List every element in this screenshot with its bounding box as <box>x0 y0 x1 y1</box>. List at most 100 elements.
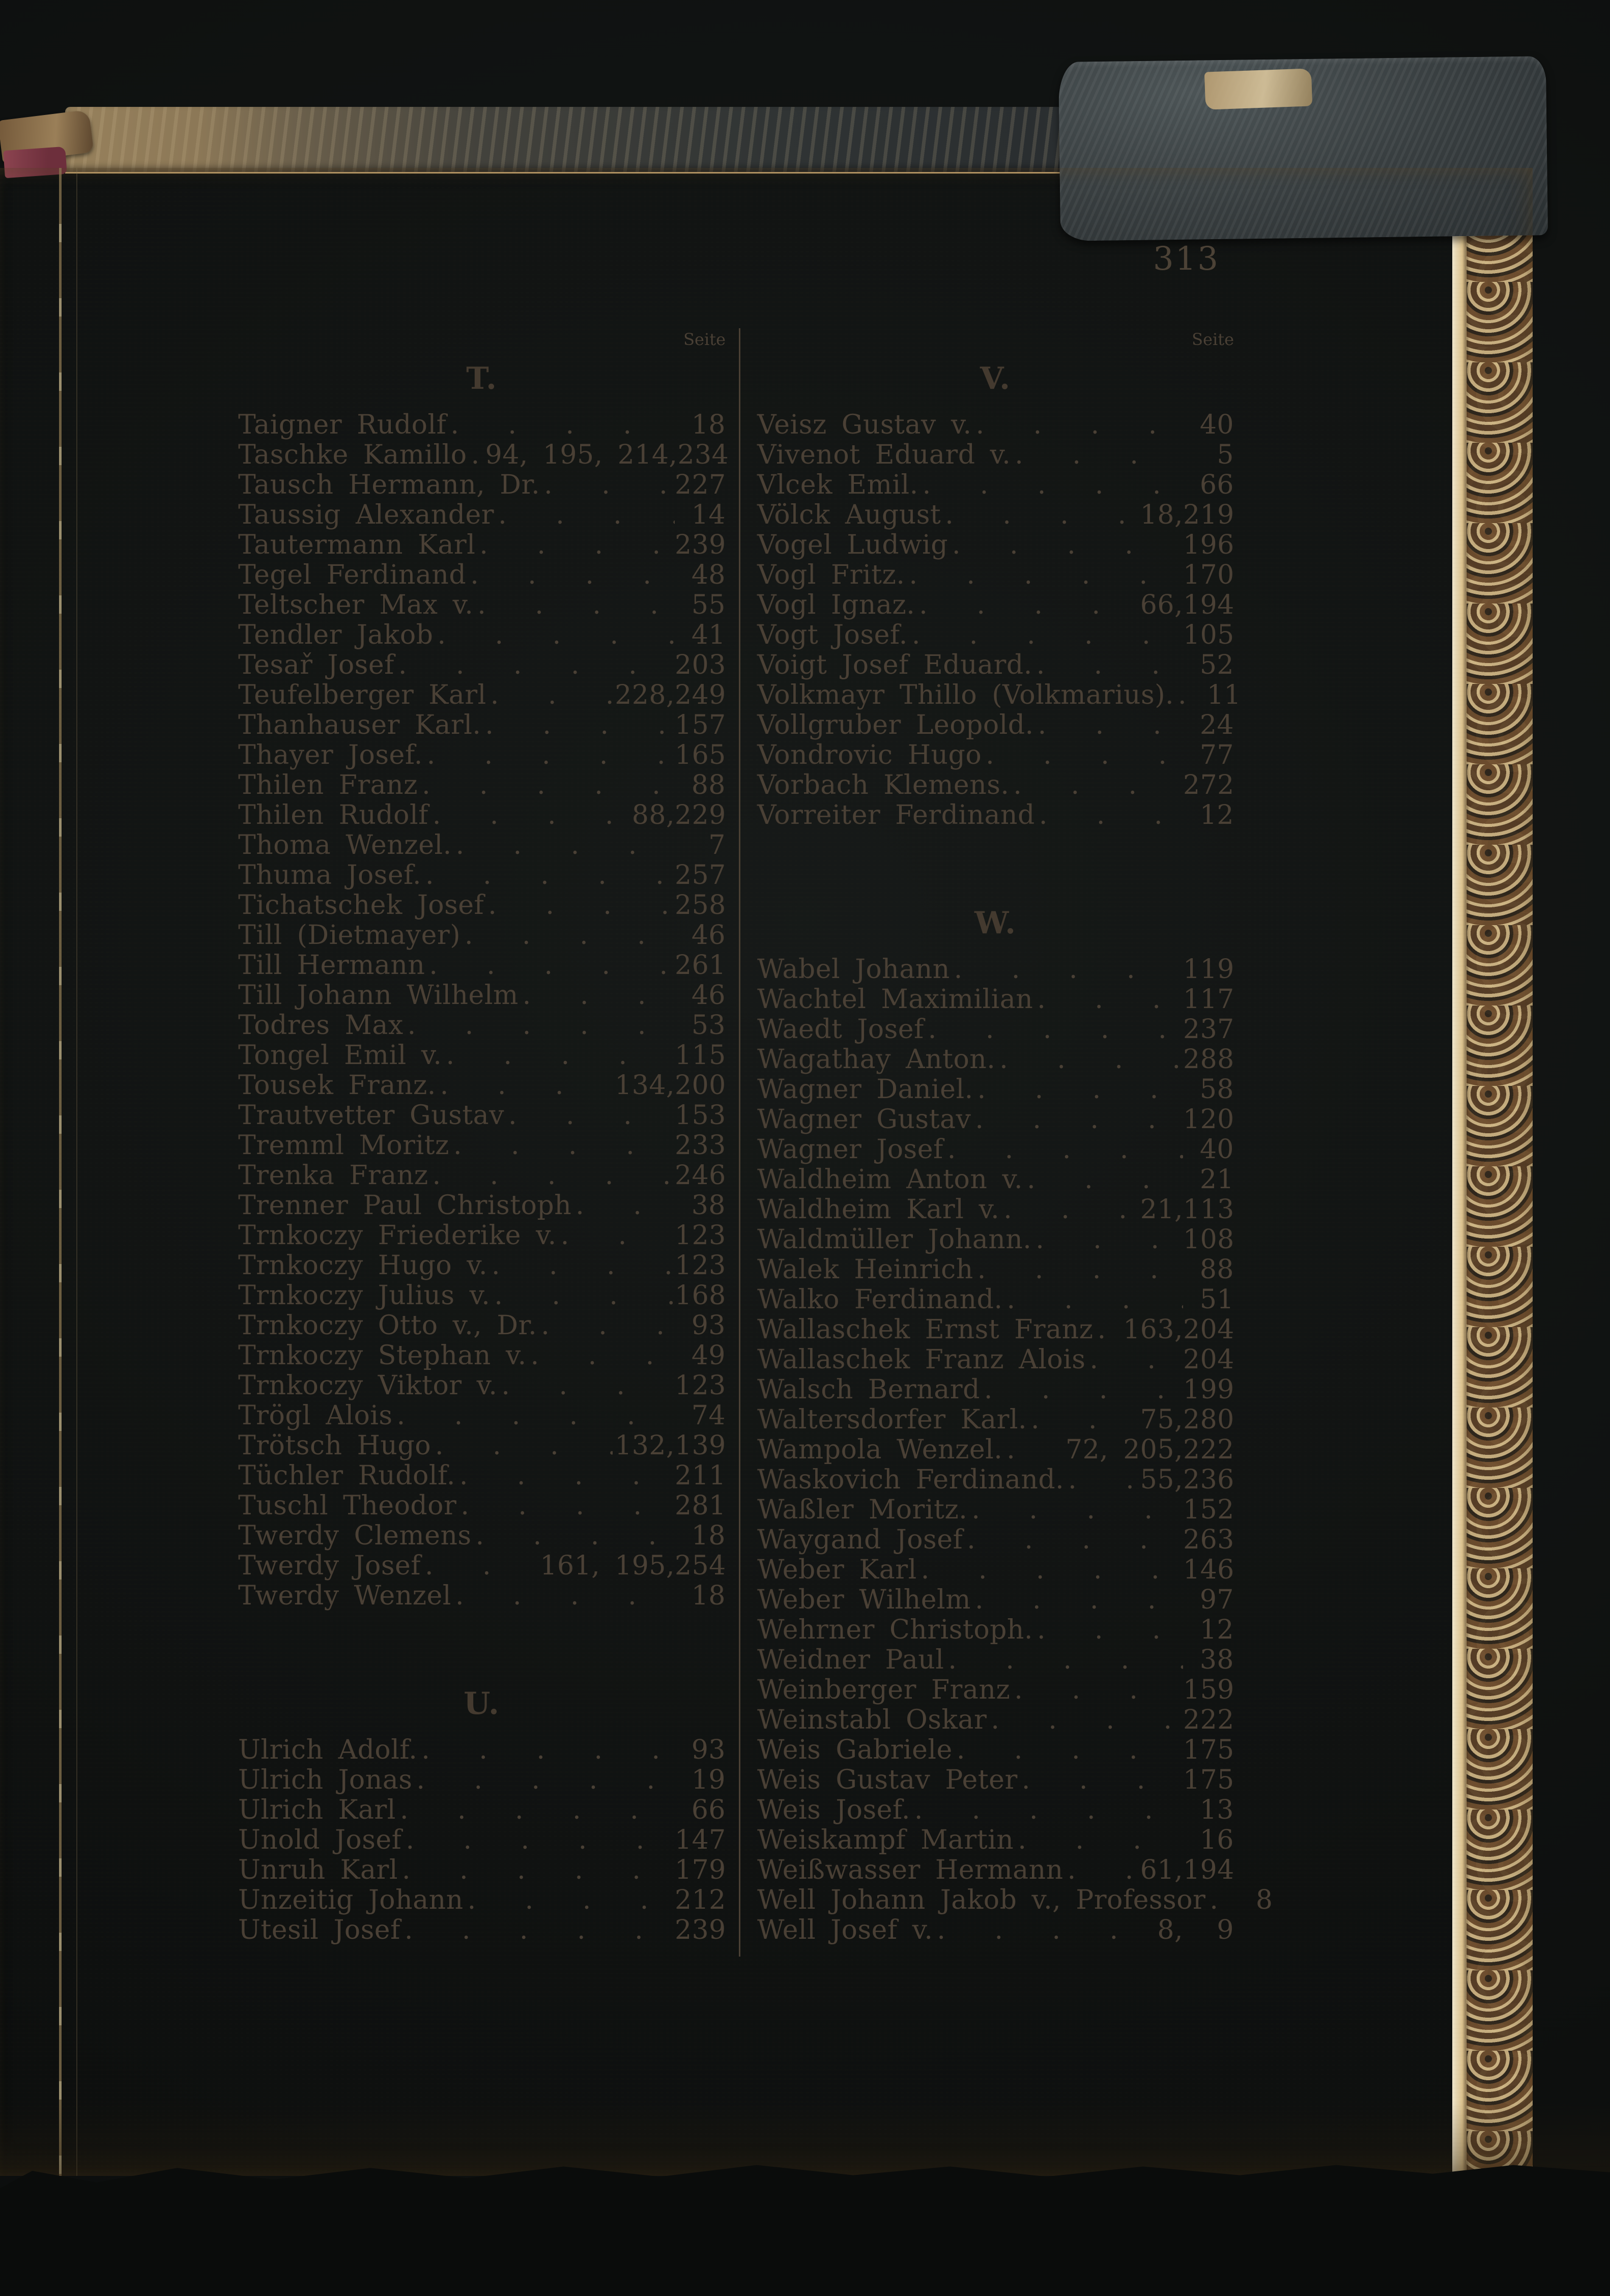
entry-name: Vogl Fritz. <box>757 560 905 590</box>
index-entry-row: Tegel Ferdinand. . . . . . . . . . . . .… <box>238 560 726 590</box>
leader-dots: . . . . . . . . . . . . . . . . . . . . … <box>470 560 675 590</box>
index-entry-row: Tautermann Karl. . . . . . . . . . . . .… <box>238 530 726 560</box>
index-entry-row: Vogt Josef.. . . . . . . . . . . . . . .… <box>757 620 1234 650</box>
entry-extra-pages: 132, <box>615 1430 675 1461</box>
entry-extra-pages: 88, <box>631 800 675 830</box>
index-entry-row: Weinberger Franz. . . . . . . . . . . . … <box>757 1675 1234 1705</box>
entry-name: Twerdy Josef <box>238 1551 421 1581</box>
entry-name: Trnkoczy Stephan v. <box>238 1340 527 1371</box>
leader-dots: . . . . . . . . . . . . . . . . . . . . … <box>1013 770 1183 800</box>
entry-name: Weber Wilhelm <box>757 1585 971 1615</box>
entry-name: Weis Gabriele <box>757 1735 953 1765</box>
entry-page-number: 170 <box>1183 560 1234 590</box>
index-entry-row: Utesil Josef. . . . . . . . . . . . . . … <box>238 1915 726 1945</box>
entry-name: Unruh Karl <box>238 1855 398 1885</box>
entry-page-number: 153 <box>675 1100 726 1131</box>
index-entry-row: Volkmayr Thillo (Volkmarius). . . . . . .… <box>757 680 1241 710</box>
entry-page-number: 38 <box>691 1190 726 1221</box>
index-entry-row: Thilen Rudolf. . . . . . . . . . . . . .… <box>238 800 726 830</box>
entry-page-number: 168 <box>675 1280 726 1311</box>
entry-extra-pages: 21, <box>1140 1194 1183 1225</box>
index-entry-row: Wabel Johann. . . . . . . . . . . . . . … <box>757 954 1234 985</box>
entry-page-number: 12 <box>1199 800 1234 830</box>
index-entry-row: Vogl Ignaz.. . . . . . . . . . . . . . .… <box>757 590 1234 620</box>
entry-name: Twerdy Wenzel <box>238 1581 451 1611</box>
entry-page-number: 11 <box>1206 680 1242 710</box>
entry-name: Weiskampf Martin <box>757 1825 1014 1855</box>
index-entry-row: Wachtel Maximilian. . . . . . . . . . . … <box>757 984 1234 1015</box>
leader-dots: . . . . . . . . . . . . . . . . . . . . … <box>421 1735 675 1765</box>
bottom-cover-shadow <box>0 2165 1610 2296</box>
index-entry-row: Ulrich Karl. . . . . . . . . . . . . . .… <box>238 1795 726 1825</box>
entry-name: Vlcek Emil. <box>757 470 918 500</box>
index-entry-row: Ulrich Jonas. . . . . . . . . . . . . . … <box>238 1765 726 1795</box>
entry-page-number: 219 <box>1183 500 1234 530</box>
leader-dots: . . . . . . . . . . . . . . . . . . . . … <box>975 1104 1183 1135</box>
index-entry-row: Tuschl Theodor. . . . . . . . . . . . . … <box>238 1490 726 1521</box>
entry-page-number: 105 <box>1183 620 1234 650</box>
leader-dots: . . . . . . . . . . . . . . . . . . . . … <box>977 1074 1183 1105</box>
marbled-endpaper-edge <box>1465 121 1533 2188</box>
entry-name: Weißwasser Hermann <box>757 1855 1063 1885</box>
entry-page-number: 113 <box>1183 1194 1234 1225</box>
index-column-left: Seite T.Taigner Rudolf. . . . . . . . . … <box>238 328 729 1945</box>
entry-name: Volkmayr Thillo (Volkmarius). <box>757 680 1174 710</box>
entry-page-number: 49 <box>691 1340 726 1371</box>
entry-extra-pages: 134, <box>615 1070 675 1101</box>
leader-dots: . . . . . . . . . . . . . . . . . . . . … <box>1018 1825 1183 1855</box>
leader-dots: . . . . . . . . . . . . . . . . . . . . … <box>407 1010 675 1041</box>
entry-name: Tesař Josef <box>238 650 394 680</box>
entry-extra-pages: 72, 205, <box>1065 1434 1183 1465</box>
letter-section-header: V. <box>980 361 1011 396</box>
entry-page-number: 200 <box>675 1070 726 1101</box>
entry-page-number: 194 <box>1183 1855 1234 1885</box>
leader-dots: . . . . . . . . . . . . . . . . . . . . … <box>974 1585 1183 1615</box>
index-entry-row: Vlcek Emil.. . . . . . . . . . . . . . .… <box>757 470 1234 500</box>
leader-dots: . . . . . . . . . . . . . . . . . . . . … <box>508 1100 675 1131</box>
leader-dots: . . . . . . . . . . . . . . . . . . . . … <box>446 1040 675 1071</box>
letter-section-header: T. <box>466 361 498 396</box>
entry-page-number: 53 <box>691 1010 726 1041</box>
entry-page-number: 152 <box>1183 1495 1234 1525</box>
index-entry-row: Vollgruber Leopold.. . . . . . . . . . .… <box>757 710 1234 740</box>
entry-page-number: 88 <box>1199 1254 1234 1285</box>
index-entry-row: Vorreiter Ferdinand. . . . . . . . . . .… <box>757 800 1234 830</box>
index-entry-row: Trenka Franz. . . . . . . . . . . . . . … <box>238 1160 726 1191</box>
leader-dots: . . . . . . . . . . . . . . . . . . . . … <box>399 1795 675 1825</box>
entry-name: Tongel Emil v. <box>238 1040 442 1071</box>
entry-page-number: 12 <box>1199 1615 1234 1645</box>
index-entry-row: Tendler Jakob. . . . . . . . . . . . . .… <box>238 620 726 650</box>
leader-dots: . . . . . . . . . . . . . . . . . . . . … <box>459 1460 675 1491</box>
entry-page-number: 234 <box>677 440 729 470</box>
entry-page-number: 146 <box>1183 1555 1234 1585</box>
index-entry-row: Todres Max. . . . . . . . . . . . . . . … <box>238 1010 726 1041</box>
leader-dots: . . . . . . . . . . . . . . . . . . . . … <box>440 1070 613 1101</box>
entry-page-number: 254 <box>675 1551 726 1581</box>
index-entry-row: Thuma Josef.. . . . . . . . . . . . . . … <box>238 860 726 891</box>
leader-dots: . . . . . . . . . . . . . . . . . . . . … <box>455 830 675 860</box>
index-entry-row: Weiskampf Martin. . . . . . . . . . . . … <box>757 1825 1234 1855</box>
leader-dots: . . . . . . . . . . . . . . . . . . . . … <box>498 500 675 530</box>
entry-page-number: 233 <box>675 1130 726 1161</box>
entry-page-number: 139 <box>675 1430 726 1461</box>
leader-dots: . . . . . . . . . . . . . . . . . . . . … <box>455 1581 675 1611</box>
entry-name: Tremml Moritz <box>238 1130 449 1161</box>
leader-dots: . . . . . . . . . . . . . . . . . . . . … <box>947 1134 1183 1165</box>
index-entry-row: Thanhauser Karl.. . . . . . . . . . . . … <box>238 710 726 740</box>
entry-extra-pages: 18, <box>1140 500 1183 530</box>
index-entry-row: Twerdy Clemens. . . . . . . . . . . . . … <box>238 1520 726 1551</box>
entry-page-number: 119 <box>1183 954 1234 985</box>
entry-name: Tautermann Karl <box>238 530 476 560</box>
leader-dots: . . . . . . . . . . . . . . . . . . . . … <box>975 410 1183 440</box>
index-entry-row: Tongel Emil v.. . . . . . . . . . . . . … <box>238 1040 726 1071</box>
index-entry-row: Trnkoczy Viktor v.. . . . . . . . . . . … <box>238 1370 726 1401</box>
entry-name: Trnkoczy Julius v. <box>238 1280 491 1311</box>
entry-name: Voigt Josef Eduard. <box>757 650 1032 680</box>
leader-dots: . . . . . . . . . . . . . . . . . . . . … <box>999 1044 1183 1075</box>
entry-name: Vorbach Klemens. <box>757 770 1010 800</box>
entry-page-number: 38 <box>1199 1645 1234 1675</box>
entry-name: Tegel Ferdinand <box>238 560 467 590</box>
entry-name: Wabel Johann <box>757 954 950 985</box>
